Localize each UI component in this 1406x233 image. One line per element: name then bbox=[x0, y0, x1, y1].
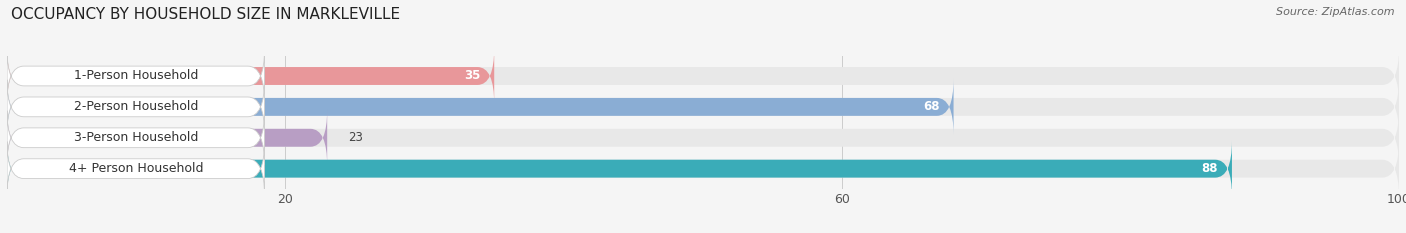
FancyBboxPatch shape bbox=[7, 111, 264, 165]
FancyBboxPatch shape bbox=[7, 110, 1399, 166]
FancyBboxPatch shape bbox=[7, 140, 1399, 197]
Text: 1-Person Household: 1-Person Household bbox=[73, 69, 198, 82]
FancyBboxPatch shape bbox=[7, 79, 953, 135]
Text: 4+ Person Household: 4+ Person Household bbox=[69, 162, 202, 175]
FancyBboxPatch shape bbox=[7, 48, 1399, 104]
Text: 88: 88 bbox=[1202, 162, 1218, 175]
FancyBboxPatch shape bbox=[7, 110, 328, 166]
Text: 23: 23 bbox=[349, 131, 363, 144]
FancyBboxPatch shape bbox=[7, 48, 495, 104]
FancyBboxPatch shape bbox=[7, 79, 1399, 135]
FancyBboxPatch shape bbox=[7, 140, 1232, 197]
FancyBboxPatch shape bbox=[7, 49, 264, 103]
Text: Source: ZipAtlas.com: Source: ZipAtlas.com bbox=[1277, 7, 1395, 17]
Text: 3-Person Household: 3-Person Household bbox=[73, 131, 198, 144]
Text: 2-Person Household: 2-Person Household bbox=[73, 100, 198, 113]
Text: 68: 68 bbox=[924, 100, 939, 113]
FancyBboxPatch shape bbox=[7, 80, 264, 134]
Text: 35: 35 bbox=[464, 69, 481, 82]
FancyBboxPatch shape bbox=[7, 141, 264, 196]
Text: OCCUPANCY BY HOUSEHOLD SIZE IN MARKLEVILLE: OCCUPANCY BY HOUSEHOLD SIZE IN MARKLEVIL… bbox=[11, 7, 401, 22]
